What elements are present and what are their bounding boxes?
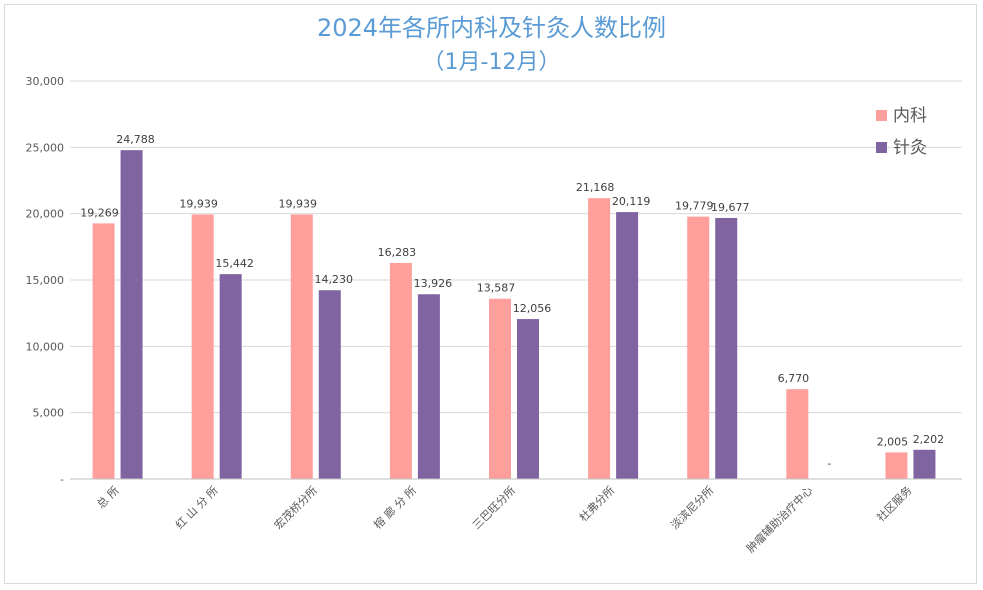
bar-neike [885,452,908,479]
data-label: - [827,457,831,470]
bar-neike [191,214,214,479]
data-label: 20,119 [612,195,651,208]
bar-zhenjiu [913,449,936,479]
bar-neike [92,223,115,479]
bar-neike [687,216,710,479]
y-tick-label: 5,000 [33,407,65,420]
category-label: 社区服务 [874,483,915,524]
legend-label: 内科 [893,106,927,126]
bar-neike [290,214,313,479]
data-label: 19,939 [179,197,218,210]
category-label: 三巴旺分所 [470,484,518,532]
category-label: 杜弗分所 [576,483,617,524]
bar-neike [389,262,412,479]
y-tick-label: 10,000 [26,340,65,353]
y-tick-label: - [60,473,64,486]
y-tick-label: 30,000 [26,75,65,88]
legend-swatch [876,142,887,153]
y-tick-label: 20,000 [26,208,65,221]
data-label: 24,788 [116,133,155,146]
data-label: 21,168 [576,181,615,194]
category-label: 肿瘤辅助治疗中心 [743,483,815,555]
y-tick-label: 15,000 [26,274,65,287]
bar-zhenjiu [616,212,639,479]
data-label: 13,587 [477,282,516,295]
data-label: 12,056 [513,302,552,315]
data-label: 13,926 [414,277,453,290]
chart-subtitle: （1月-12月） [422,50,561,75]
bar-neike [786,389,809,479]
data-label: 2,005 [877,435,909,448]
category-label: 淡滨尼分所 [668,483,717,532]
bar-neike [588,198,611,479]
category-label: 总 所 [94,483,122,511]
data-label: 14,230 [315,273,354,286]
y-tick-label: 25,000 [26,141,65,154]
bar-zhenjiu [219,274,242,479]
data-label: 19,269 [80,206,119,219]
data-label: 6,770 [778,372,810,385]
bar-zhenjiu [715,217,738,480]
data-label: 2,202 [913,433,945,446]
bar-zhenjiu [318,290,341,479]
category-label: 榕 廊 分 所 [371,483,419,531]
data-label: 16,283 [378,246,417,259]
chart-frame [4,4,977,584]
legend-swatch [876,110,887,121]
bar-zhenjiu [517,319,539,479]
data-label: 15,442 [215,257,254,270]
chart-title: 2024年各所内科及针灸人数比例 [316,14,667,42]
data-label: 19,677 [711,201,750,214]
category-label: 宏茂桥分所 [271,483,320,532]
bar-zhenjiu [417,294,440,479]
data-label: 19,939 [279,197,318,210]
legend-label: 针灸 [893,138,927,158]
bar-zhenjiu [120,150,143,479]
category-label: 红 山 分 所 [173,484,221,532]
data-label: 19,779 [675,200,714,213]
bar-neike [489,298,511,479]
